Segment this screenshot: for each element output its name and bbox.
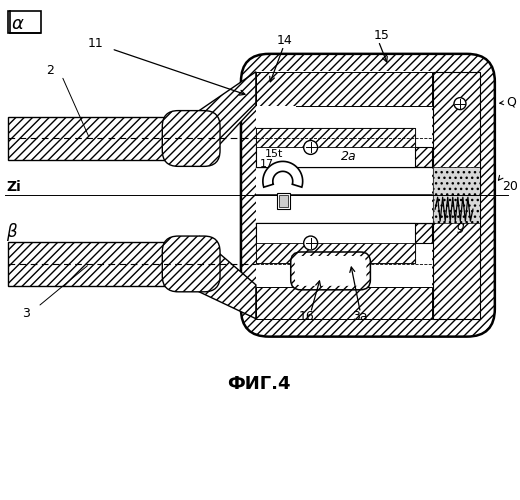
- Bar: [256, 128, 415, 168]
- Bar: [8, 242, 177, 286]
- Text: Zi: Zi: [6, 180, 21, 194]
- Bar: [256, 287, 432, 318]
- Bar: [8, 116, 177, 160]
- FancyBboxPatch shape: [162, 236, 220, 292]
- FancyBboxPatch shape: [241, 54, 495, 337]
- Bar: [256, 72, 432, 106]
- Text: $\alpha$: $\alpha$: [11, 15, 24, 33]
- Text: 14: 14: [277, 34, 293, 47]
- Text: 3a: 3a: [353, 310, 368, 322]
- FancyBboxPatch shape: [162, 110, 220, 166]
- Bar: [256, 71, 432, 72]
- Polygon shape: [199, 72, 256, 166]
- Bar: [256, 128, 415, 148]
- Polygon shape: [199, 236, 256, 318]
- Bar: [256, 168, 432, 223]
- Bar: [433, 168, 480, 223]
- Bar: [433, 168, 480, 223]
- Text: $\beta$: $\beta$: [6, 221, 18, 243]
- Bar: [433, 72, 480, 318]
- Bar: [256, 148, 432, 168]
- Text: 2: 2: [46, 64, 54, 77]
- Text: Q: Q: [506, 96, 516, 108]
- Circle shape: [304, 140, 318, 154]
- Circle shape: [454, 98, 466, 110]
- Text: 17: 17: [260, 160, 274, 170]
- Bar: [277, 193, 290, 209]
- Bar: [433, 72, 480, 318]
- Bar: [256, 223, 432, 243]
- Text: ФИГ.4: ФИГ.4: [227, 376, 291, 394]
- Text: 15: 15: [373, 29, 389, 42]
- Bar: [8, 11, 41, 33]
- Bar: [256, 72, 432, 318]
- FancyBboxPatch shape: [295, 256, 367, 286]
- Bar: [256, 106, 296, 148]
- Text: 11: 11: [87, 37, 103, 50]
- Polygon shape: [263, 162, 303, 187]
- Bar: [256, 243, 415, 263]
- Bar: [279, 195, 288, 207]
- Text: 2a: 2a: [341, 150, 356, 164]
- Bar: [256, 223, 415, 263]
- Text: 16: 16: [298, 310, 315, 322]
- Circle shape: [304, 236, 318, 250]
- Text: 15t: 15t: [265, 150, 283, 160]
- FancyBboxPatch shape: [291, 252, 370, 290]
- Text: g: g: [457, 220, 465, 233]
- Text: 3: 3: [22, 306, 30, 320]
- Text: 20: 20: [502, 180, 518, 194]
